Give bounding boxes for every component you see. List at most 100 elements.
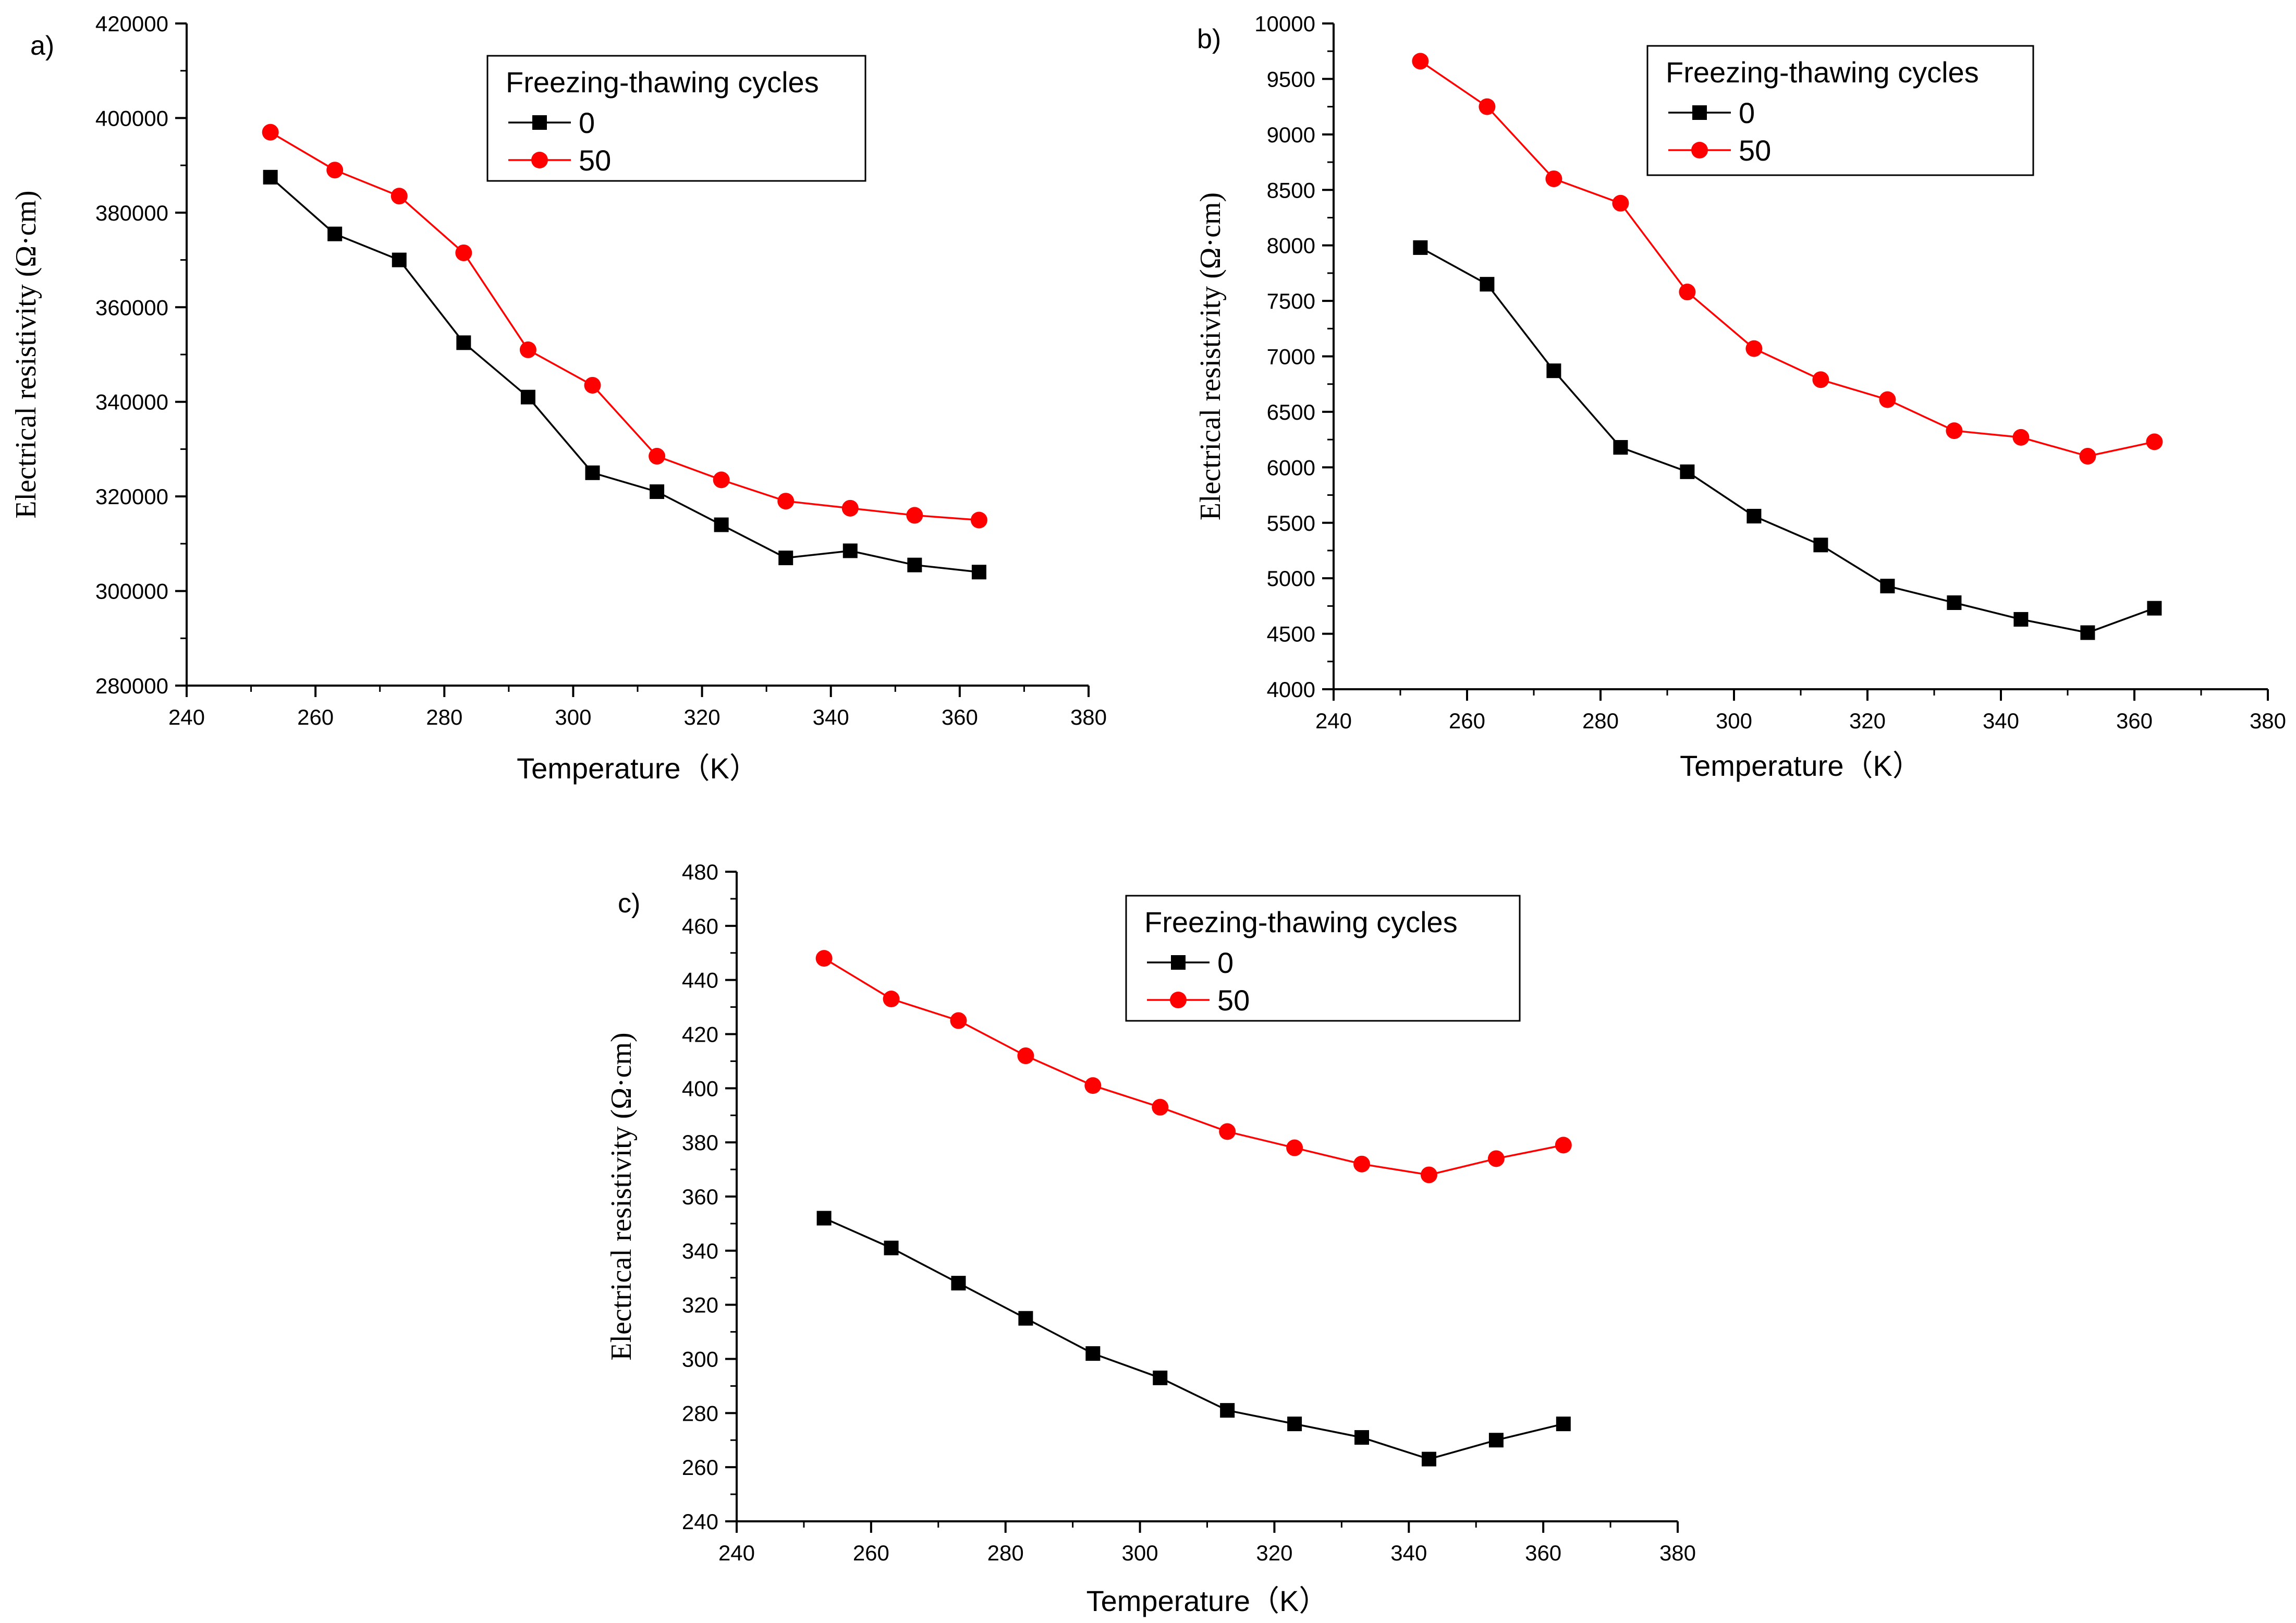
legend-marker-circle [1691, 142, 1708, 158]
data-point-circle [519, 341, 536, 358]
data-point-square [263, 169, 278, 185]
data-point-circle [1084, 1077, 1102, 1094]
data-point-circle [1946, 422, 1963, 440]
data-point-circle [1420, 1166, 1437, 1183]
data-point-square [1018, 1311, 1033, 1326]
data-point-circle [326, 162, 344, 179]
data-point-square [1480, 277, 1495, 292]
x-tick-label: 340 [1983, 709, 2019, 733]
y-tick-label: 5000 [1267, 566, 1315, 591]
y-tick-label: 4000 [1267, 677, 1315, 702]
series-line-0 [823, 1217, 1564, 1460]
data-point-square [1153, 1370, 1168, 1385]
data-point-circle [2146, 433, 2163, 450]
data-point-circle [1412, 53, 1429, 70]
y-tick-label: 9000 [1267, 123, 1315, 147]
data-point-circle [1152, 1099, 1169, 1116]
series-line-50 [1420, 60, 2155, 457]
data-point-circle [1017, 1047, 1034, 1065]
x-tick-label: 300 [1716, 709, 1752, 733]
x-tick-label: 360 [942, 705, 978, 729]
data-point-square [1813, 538, 1828, 553]
y-tick-label: 4500 [1267, 622, 1315, 646]
legend-box [1646, 45, 2034, 176]
series-0 [263, 169, 986, 580]
legend-label-0: 0 [1217, 946, 1234, 979]
legend-label-0: 0 [1739, 96, 1755, 129]
y-tick-label: 460 [682, 914, 718, 938]
data-point-circle [1219, 1123, 1236, 1140]
x-tick-label: 360 [2116, 709, 2153, 733]
legend-title: Freezing-thawing cycles [1144, 906, 1458, 938]
chart-panel-c: c) 240 260 280 300 320 340 360 380 240 260 280 300 32… [605, 860, 1696, 1617]
data-point-square [714, 517, 729, 532]
data-point-square [1085, 1346, 1101, 1361]
y-tick-label: 5500 [1267, 511, 1315, 535]
x-tick-label: 280 [1582, 709, 1619, 733]
data-point-square [1413, 240, 1428, 255]
x-tick-label: 380 [2250, 709, 2286, 733]
data-point-circle [262, 124, 279, 141]
chart-panel-a: a) 240 260 280 300 320 340 360 380 280000 300000 32… [10, 11, 1107, 785]
data-point-circle [1679, 284, 1696, 301]
data-point-circle [390, 188, 408, 205]
y-tick-label: 360000 [95, 295, 168, 320]
data-point-square [520, 389, 535, 405]
data-point-circle [1879, 391, 1896, 408]
data-point-square [327, 226, 343, 241]
x-tick-label: 380 [1070, 705, 1107, 729]
y-tick-label: 10000 [1254, 11, 1315, 36]
data-point-circle [1555, 1137, 1572, 1154]
legend-label-0: 0 [579, 106, 595, 139]
data-point-square [907, 557, 922, 572]
data-point-circle [950, 1012, 967, 1029]
y-tick-label: 420 [682, 1022, 718, 1047]
y-tick-label: 440 [682, 968, 718, 993]
x-tick-label: 240 [168, 705, 205, 729]
series-line-0 [1420, 247, 2155, 634]
x-tick-label: 260 [1449, 709, 1485, 733]
x-tick-label: 340 [813, 705, 849, 729]
series-50 [815, 950, 1572, 1183]
legend-title: Freezing-thawing cycles [506, 66, 819, 99]
x-tick-label: 240 [718, 1541, 755, 1565]
data-point-square [1546, 363, 1561, 379]
data-point-square [1287, 1417, 1302, 1432]
panel-label: a) [30, 31, 54, 61]
data-point-circle [883, 991, 900, 1008]
data-point-square [1220, 1403, 1235, 1418]
y-tick-label: 9500 [1267, 67, 1315, 91]
series-0 [1413, 240, 2162, 640]
data-point-square [971, 565, 986, 580]
legend-marker-circle [531, 152, 548, 168]
data-point-square [2080, 625, 2095, 640]
x-tick-label: 260 [853, 1541, 889, 1565]
legend: Freezing-thawing cycles 0 50 [1125, 895, 1521, 1022]
x-tick-label: 320 [1256, 1541, 1292, 1565]
y-tick-label: 280000 [95, 674, 168, 698]
data-point-circle [2079, 448, 2096, 465]
data-point-square [392, 252, 407, 267]
x-axis-title: Temperature（K） [1680, 749, 1922, 782]
data-point-square [951, 1276, 966, 1291]
y-tick-label: 380000 [95, 201, 168, 225]
y-tick-label: 7500 [1267, 289, 1315, 313]
data-point-square [1613, 440, 1628, 455]
data-point-square [816, 1211, 832, 1226]
data-point-square [2013, 612, 2029, 627]
y-tick-label: 8500 [1267, 178, 1315, 202]
x-tick-label: 280 [987, 1541, 1024, 1565]
data-point-circle [1479, 98, 1496, 115]
data-point-square [2147, 601, 2162, 616]
y-tick-label: 340000 [95, 390, 168, 414]
series-0 [816, 1211, 1571, 1467]
legend-label-50: 50 [579, 144, 611, 177]
y-axis-title: Electrical resistivity (Ω·cm) [1194, 192, 1227, 520]
x-tick-label: 300 [1122, 1541, 1158, 1565]
x-axis-title: Temperature（K） [517, 752, 759, 785]
y-tick-label: 300 [682, 1347, 718, 1372]
data-point-square [1421, 1451, 1436, 1467]
data-point-circle [455, 244, 472, 261]
data-point-square [884, 1240, 899, 1255]
data-point-circle [777, 493, 795, 510]
